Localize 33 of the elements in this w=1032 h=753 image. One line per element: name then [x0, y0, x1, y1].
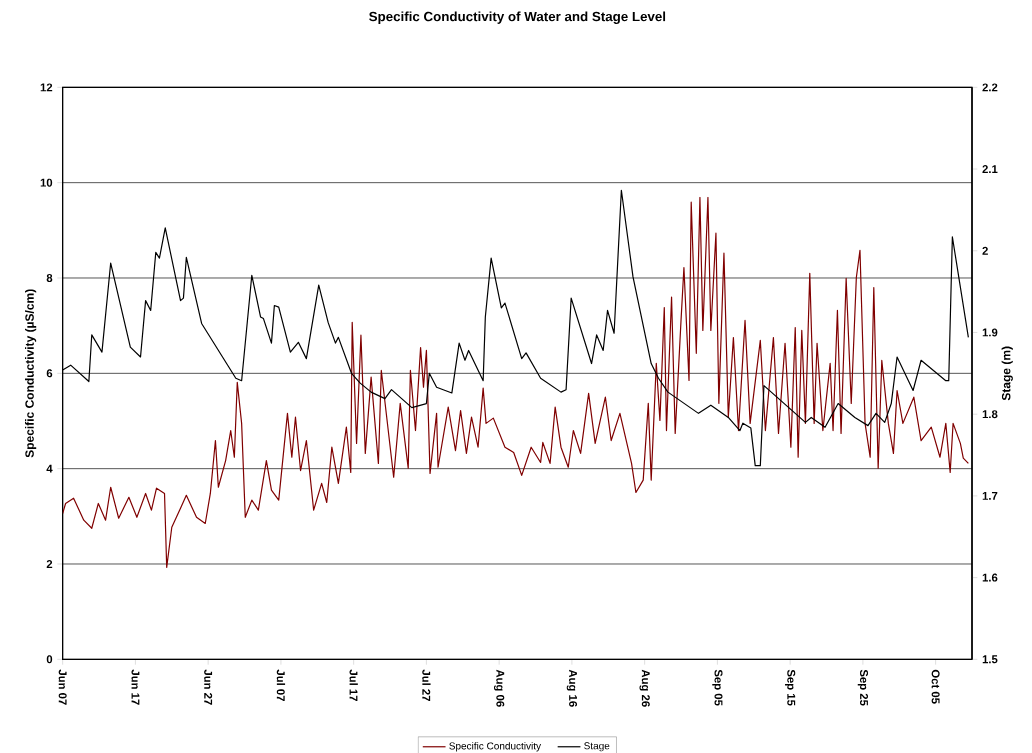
y-tick-label: 10	[40, 178, 53, 187]
chart-title: Specific Conductivity of Water and Stage Level	[369, 11, 666, 24]
x-tick-label: Oct 05	[931, 669, 940, 704]
x-tick-label: Jun 27	[204, 669, 213, 705]
y2-tick-label: 2.1	[982, 164, 998, 173]
y-tick-label: 6	[46, 369, 53, 378]
y2-tick-label: 2.2	[982, 83, 998, 92]
x-tick-label: Sep 05	[712, 669, 723, 706]
x-tick-label: Aug 06	[493, 669, 505, 707]
x-tick-label: Sep 25	[857, 669, 869, 706]
y2-tick-label: 1.6	[982, 573, 998, 582]
y-tick-label: 0	[46, 655, 53, 664]
x-tick-label: Sep 15	[785, 669, 796, 706]
y2-tick-label: 2	[982, 246, 988, 255]
y-axis-title: Specific Conductivity (µS/cm)	[25, 289, 37, 458]
x-tick-label: Jul 17	[349, 669, 358, 701]
y2-tick-label: 1.7	[982, 491, 998, 500]
y-tick-label: 2	[46, 559, 53, 568]
x-tick-label: Aug 16	[566, 669, 578, 707]
legend-label: Specific Conductivity	[449, 742, 542, 752]
y2-tick-label: 1.8	[982, 410, 998, 419]
y2-tick-label: 1.9	[982, 328, 998, 337]
x-tick-label: Jun 07	[58, 669, 67, 705]
y2-axis-title: Stage (m)	[1001, 346, 1013, 401]
x-tick-label: Jul 07	[276, 669, 286, 701]
y-tick-label: 8	[46, 273, 53, 282]
x-tick-label: Aug 26	[639, 669, 650, 707]
x-tick-label: Jul 27	[422, 669, 431, 701]
x-tick-label: Jun 17	[131, 669, 140, 705]
y2-tick-label: 1.5	[982, 655, 998, 664]
legend-label: Stage	[584, 742, 610, 752]
y-tick-label: 12	[40, 83, 53, 92]
y-tick-label: 4	[46, 464, 53, 473]
